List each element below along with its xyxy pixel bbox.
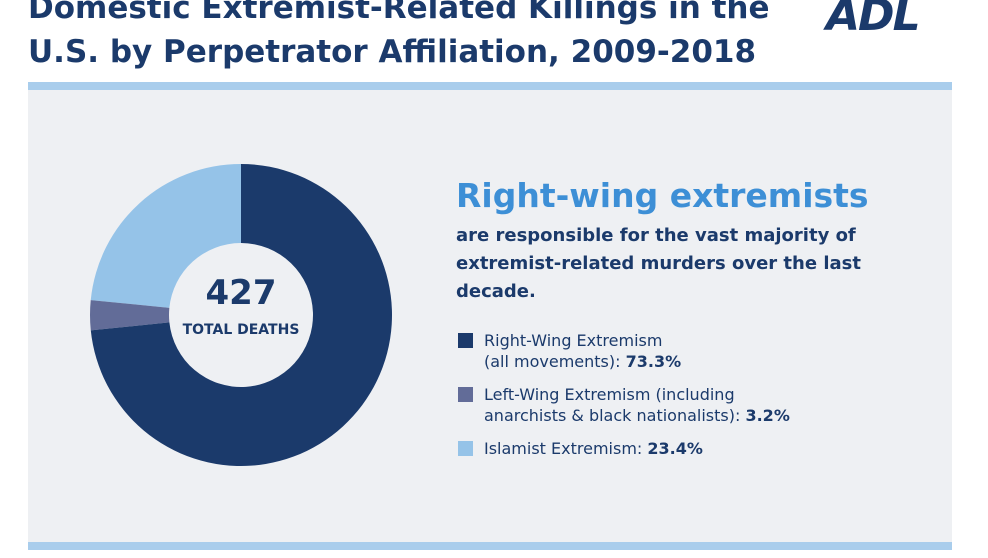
legend-swatch [458,333,473,348]
donut-slice [90,300,170,331]
legend-value: 3.2% [745,406,790,425]
subheadline: are responsible for the vast majority of… [456,225,861,302]
bottom-rule [28,542,952,550]
legend-swatch [458,387,473,402]
legend-swatch [458,441,473,456]
legend-label: Right-Wing Extremism (all movements): [484,331,663,371]
donut-slice [90,164,241,308]
legend-item: Right-Wing Extremism (all movements): 73… [458,330,684,372]
donut-slice [90,164,392,466]
logo: ADL [826,0,921,41]
legend-value: 23.4% [647,439,703,458]
title: Domestic Extremist-Related Killings in t… [28,0,770,70]
center-value: 427 [206,273,277,313]
headline: Right-wing extremists [456,176,869,215]
legend-item: Left-Wing Extremism (including anarchist… [458,384,804,426]
legend: Right-Wing Extremism (all movements): 73… [458,330,804,471]
legend-label: Islamist Extremism: [484,439,643,458]
legend-item: Islamist Extremism: 23.4% [458,438,804,459]
panel [28,90,952,542]
legend-label: Left-Wing Extremism (including anarchist… [484,385,741,425]
legend-value: 73.3% [625,352,682,371]
top-rule [28,82,952,90]
center-label: TOTAL DEATHS [183,322,300,338]
